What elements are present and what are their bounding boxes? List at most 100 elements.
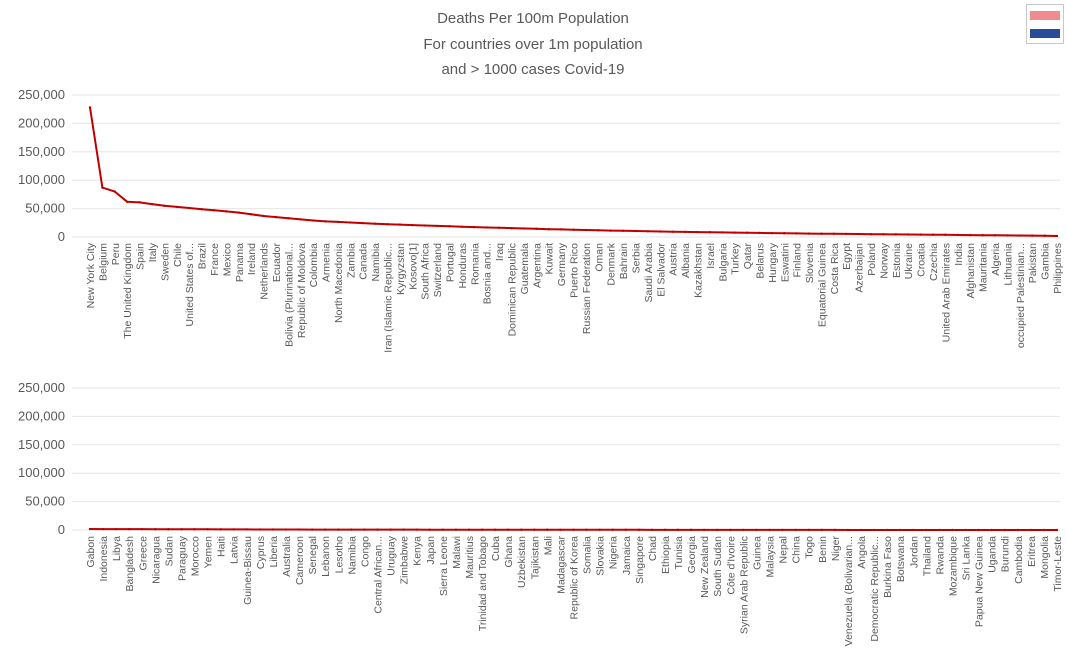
y-tick-label: 200,000 xyxy=(18,408,65,423)
x-tick-label: Switzerland xyxy=(432,243,444,297)
x-tick-label: Bangladesh xyxy=(124,536,136,592)
x-tick-label: Republic of Korea xyxy=(569,536,581,620)
data-point xyxy=(311,219,315,222)
x-tick-label: Paraguay xyxy=(176,535,188,581)
data-point xyxy=(663,528,667,532)
x-tick-label: Estonia xyxy=(891,243,903,278)
x-tick-label: Serbia xyxy=(630,243,642,274)
y-tick-label: 200,000 xyxy=(18,115,65,130)
data-point xyxy=(650,528,654,532)
x-tick-label: Romania xyxy=(469,243,481,285)
x-tick-label: Jamaica xyxy=(621,536,633,575)
x-tick-label: Norway xyxy=(878,242,890,278)
data-point xyxy=(460,225,464,228)
x-tick-label: Kuwait xyxy=(544,243,556,275)
data-point xyxy=(729,528,732,532)
data-point xyxy=(912,528,915,532)
x-tick-label: Angola xyxy=(856,536,868,569)
x-tick-label: Qatar xyxy=(742,243,754,270)
x-tick-label: Timor-Leste xyxy=(1052,536,1064,592)
data-point xyxy=(956,233,960,237)
data-point xyxy=(411,223,414,227)
data-point xyxy=(807,528,810,532)
x-tick-label: Canada xyxy=(358,243,370,280)
x-tick-label: Honduras xyxy=(457,243,469,289)
data-point xyxy=(611,528,614,532)
x-tick-label: Ireland xyxy=(246,243,258,275)
x-tick-label: Eritrea xyxy=(1026,536,1038,567)
x-tick-label: Panama xyxy=(234,243,246,282)
x-tick-label: Cambodia xyxy=(1013,536,1025,584)
x-tick-label: Lithuania xyxy=(1002,243,1014,286)
x-tick-label: Oman xyxy=(593,243,605,272)
data-point xyxy=(88,106,92,109)
data-point xyxy=(245,528,249,531)
data-point xyxy=(373,222,377,225)
x-tick-label: Portugal xyxy=(445,243,457,282)
data-point xyxy=(193,528,196,531)
data-point xyxy=(187,206,191,210)
y-tick-label: 50,000 xyxy=(25,494,65,509)
data-point xyxy=(969,233,972,237)
data-point xyxy=(206,528,209,531)
data-point xyxy=(180,528,183,531)
data-point xyxy=(473,225,476,229)
data-point xyxy=(324,220,327,223)
x-tick-label: Botswana xyxy=(895,536,907,582)
data-point xyxy=(522,227,526,230)
data-point xyxy=(733,231,736,234)
x-tick-label: The United Kingdom xyxy=(122,243,134,339)
x-tick-label: Nicaragua xyxy=(150,536,162,584)
x-tick-label: United States of... xyxy=(184,243,196,326)
data-point xyxy=(634,229,637,233)
x-tick-label: Lesotho xyxy=(333,536,345,574)
x-tick-label: Rwanda xyxy=(934,536,946,575)
x-tick-label: Netherlands xyxy=(259,243,271,300)
x-tick-label: Cameroon xyxy=(294,536,306,585)
x-tick-label: Tunisia xyxy=(673,536,685,570)
chart-panel-top: 250,000 200,000 150,000 100,000 50,000 0 New Y… xyxy=(18,87,1064,353)
x-tick-label: Burundi xyxy=(1000,536,1012,572)
data-point xyxy=(584,228,588,232)
x-tick-label: Gambia xyxy=(1040,243,1052,280)
data-point xyxy=(758,231,761,235)
data-point xyxy=(200,207,203,211)
x-tick-label: Mali xyxy=(542,536,554,555)
x-tick-label: Uruguay xyxy=(386,535,398,575)
x-tick-label: Jordan xyxy=(908,536,920,568)
data-point xyxy=(597,229,600,232)
data-point xyxy=(621,229,625,233)
x-tick-label: India xyxy=(953,243,965,266)
data-point xyxy=(676,528,680,532)
data-point xyxy=(271,528,275,531)
x-tick-label: Singapore xyxy=(634,536,646,584)
x-tick-label: Central African... xyxy=(372,536,384,614)
x-tick-label: Sri Lanka xyxy=(961,536,973,581)
x-tick-label: Iraq xyxy=(494,243,506,261)
data-point xyxy=(88,527,92,531)
netherlands-flag-icon[interactable] xyxy=(1026,4,1064,44)
data-point xyxy=(671,230,674,233)
x-tick-label: Italy xyxy=(147,242,159,262)
data-point xyxy=(1055,528,1059,532)
data-point xyxy=(964,528,967,532)
x-tick-label: Zimbabwe xyxy=(399,536,411,585)
data-point xyxy=(310,528,314,531)
data-point xyxy=(398,223,402,226)
y-tick-label: 50,000 xyxy=(25,201,65,216)
data-point xyxy=(990,528,993,532)
data-point xyxy=(423,224,426,227)
data-point xyxy=(284,528,288,531)
x-tick-label: Croatia xyxy=(916,243,928,277)
data-point xyxy=(721,231,724,234)
x-tick-label: Sierra Leone xyxy=(438,536,450,596)
data-point xyxy=(925,528,928,532)
chart-title: Deaths Per 100m Population For countries … xyxy=(423,10,642,78)
x-tick-label: Hungary xyxy=(767,242,779,282)
x-tick-label: Chile xyxy=(172,243,184,267)
x-tick-label: Georgia xyxy=(686,536,698,574)
x-tick-label: Colombia xyxy=(308,243,320,288)
data-point xyxy=(376,528,379,531)
data-point xyxy=(163,204,166,207)
x-tick-label: Ghana xyxy=(503,536,515,568)
